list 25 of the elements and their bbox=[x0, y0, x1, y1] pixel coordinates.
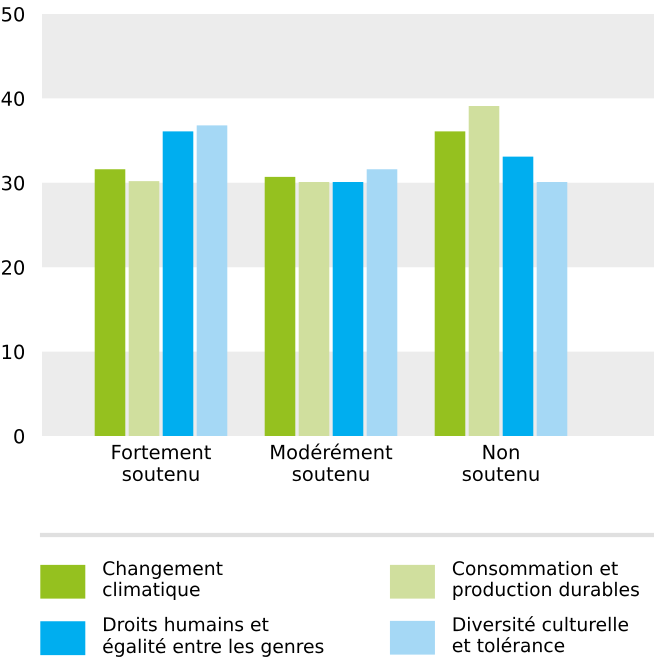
bar bbox=[298, 182, 330, 436]
y-tick-label: 30 bbox=[2, 176, 24, 190]
bar bbox=[196, 125, 228, 436]
y-tick-label: 0 bbox=[14, 428, 24, 444]
bar bbox=[264, 176, 296, 436]
bar bbox=[162, 131, 194, 436]
legend-label: Droits humains et égalité entre les genres bbox=[103, 616, 324, 657]
x-tick-label: Non soutenu bbox=[462, 444, 539, 482]
x-tick-label: Modérément soutenu bbox=[271, 444, 392, 482]
x-tick-label: Fortement soutenu bbox=[112, 444, 211, 482]
y-tick-label: 40 bbox=[2, 91, 24, 106]
y-tick-label: 20 bbox=[2, 260, 24, 275]
bar bbox=[366, 169, 398, 436]
y-tick-label: 50 bbox=[2, 6, 24, 22]
y-tick-label: 10 bbox=[2, 344, 24, 360]
bar bbox=[434, 131, 466, 436]
legend-label: Diversité culturelle et tolérance bbox=[452, 616, 628, 652]
bar bbox=[502, 156, 534, 436]
legend-label: Consommation et production durables bbox=[452, 560, 639, 600]
bar bbox=[468, 106, 500, 436]
bar bbox=[536, 182, 568, 436]
bar bbox=[128, 181, 160, 436]
bar bbox=[94, 169, 126, 436]
legend-label: Changement climatique bbox=[103, 560, 223, 600]
bar bbox=[332, 182, 364, 436]
